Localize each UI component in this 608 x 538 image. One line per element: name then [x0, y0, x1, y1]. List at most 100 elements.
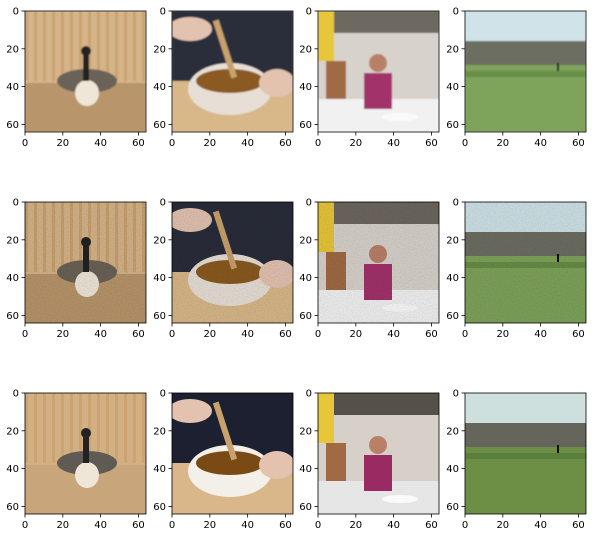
y-tick-label: 60 — [299, 311, 312, 322]
y-tick-label: 0 — [306, 198, 312, 209]
x-tick-label: 60 — [132, 138, 145, 149]
reed-stalk — [124, 11, 127, 81]
x-tick-label: 60 — [279, 138, 292, 149]
x-tick-label: 40 — [534, 329, 547, 340]
image-person-in-kitchen-noisy — [318, 202, 439, 323]
person-head — [369, 54, 387, 72]
x-tick-label: 60 — [132, 520, 145, 531]
reed-stalk — [52, 393, 55, 463]
wall-art — [318, 11, 334, 61]
reed-stalk — [61, 11, 64, 81]
axes-frame — [24, 392, 147, 515]
x-tick-label: 40 — [387, 520, 400, 531]
reed-stalk — [88, 202, 91, 272]
image-soup-bowl-blurry — [172, 11, 293, 132]
reed-stalk — [61, 202, 64, 272]
y-tick-label: 40 — [153, 82, 166, 93]
y-tick-label: 40 — [446, 82, 459, 93]
hand-right — [259, 451, 293, 479]
x-tick-label: 0 — [169, 520, 175, 531]
reed-stalk — [70, 11, 73, 81]
y-tick-label: 0 — [13, 7, 19, 18]
soup — [196, 451, 264, 475]
reed-stalk — [142, 393, 145, 463]
y-tick-label: 20 — [153, 426, 166, 437]
image-soup-bowl-noisy — [172, 202, 293, 323]
y-tick-label: 40 — [446, 464, 459, 475]
reed-stalk — [79, 11, 82, 81]
reed-stalk — [142, 11, 145, 81]
stadium-stands — [465, 423, 586, 447]
reed-stalk — [34, 11, 37, 81]
image-stadium-field-noisy — [465, 202, 586, 323]
reed-stalk — [115, 11, 118, 81]
reed-stalk — [61, 393, 64, 463]
goose-neck — [83, 242, 89, 272]
x-tick-label: 0 — [169, 329, 175, 340]
soup — [196, 69, 264, 93]
goose-body — [75, 271, 99, 297]
y-tick-label: 60 — [6, 502, 19, 513]
x-tick-label: 20 — [203, 520, 216, 531]
goose-head — [81, 237, 91, 247]
stadium-stands — [465, 41, 586, 65]
y-tick-label: 60 — [299, 120, 312, 131]
x-tick-label: 40 — [94, 138, 107, 149]
x-tick-label: 20 — [56, 138, 69, 149]
image-person-in-kitchen-blurry — [318, 11, 439, 132]
x-tick-label: 60 — [572, 520, 585, 531]
reed-stalk — [43, 393, 46, 463]
reed-stalk — [43, 202, 46, 272]
x-tick-label: 0 — [169, 138, 175, 149]
image-goose-clean — [25, 393, 146, 514]
image-stadium-field-clean — [465, 393, 586, 514]
player — [557, 445, 559, 453]
y-tick-label: 60 — [299, 502, 312, 513]
person-shirt — [364, 264, 392, 300]
player — [557, 63, 559, 71]
axes-frame — [464, 392, 587, 515]
x-tick-label: 40 — [387, 138, 400, 149]
x-tick-label: 0 — [315, 520, 321, 531]
axes-frame — [171, 201, 294, 324]
reed-stalk — [124, 202, 127, 272]
hand-left — [172, 17, 212, 41]
reed-stalk — [43, 11, 46, 81]
reed-stalk — [142, 202, 145, 272]
y-tick-label: 0 — [160, 389, 166, 400]
x-tick-label: 20 — [203, 329, 216, 340]
axes-frame — [24, 201, 147, 324]
y-tick-label: 60 — [153, 502, 166, 513]
y-tick-label: 60 — [6, 120, 19, 131]
x-tick-label: 0 — [315, 329, 321, 340]
range-hood — [318, 11, 439, 33]
y-tick-label: 0 — [306, 7, 312, 18]
hand-right — [259, 69, 293, 97]
field-stripe — [465, 453, 586, 459]
reed-stalk — [34, 393, 37, 463]
y-tick-label: 60 — [446, 311, 459, 322]
reed-stalk — [34, 202, 37, 272]
x-tick-label: 40 — [534, 138, 547, 149]
reed-stalk — [70, 393, 73, 463]
reed-stalk — [52, 202, 55, 272]
x-tick-label: 0 — [315, 138, 321, 149]
reed-stalk — [88, 393, 91, 463]
y-tick-label: 20 — [446, 235, 459, 246]
x-tick-label: 0 — [22, 329, 28, 340]
field-stripe — [465, 262, 586, 268]
goose-neck — [83, 433, 89, 463]
stadium-stands — [465, 232, 586, 256]
x-tick-label: 60 — [425, 138, 438, 149]
x-tick-label: 60 — [572, 138, 585, 149]
y-tick-label: 0 — [13, 389, 19, 400]
reed-stalk — [88, 11, 91, 81]
goose-head — [81, 46, 91, 56]
